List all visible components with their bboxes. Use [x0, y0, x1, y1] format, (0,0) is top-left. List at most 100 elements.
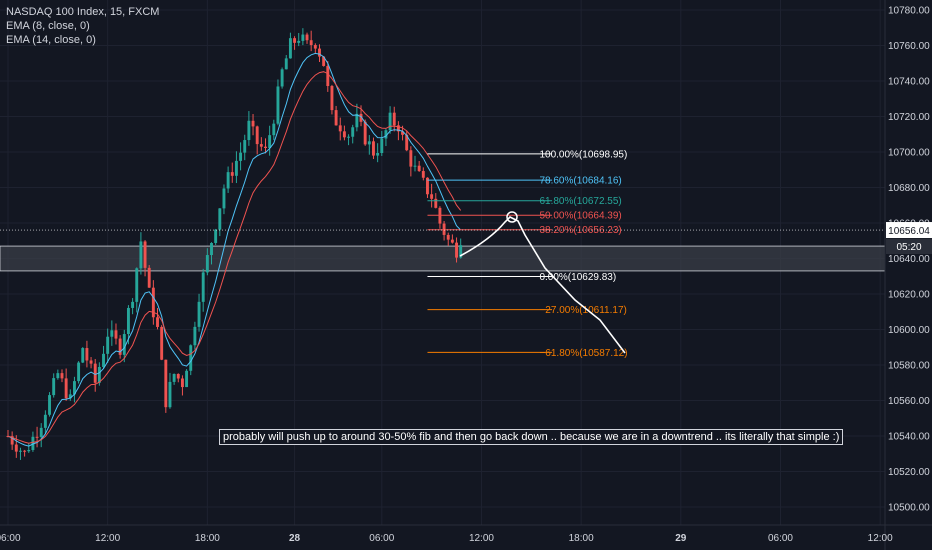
fib-level-label: 0.00%(10629.83)	[539, 272, 616, 283]
price-tick-label: 10560.00	[888, 396, 930, 407]
candle-body	[214, 229, 218, 243]
candle-body	[114, 330, 118, 339]
candle-body	[193, 326, 197, 346]
candle-body	[363, 121, 367, 145]
candle-body	[35, 436, 39, 438]
projected-path-line	[459, 216, 626, 354]
candle-body	[122, 334, 126, 355]
countdown-value: 05:20	[896, 242, 921, 253]
candle-body	[264, 146, 267, 148]
target-circle	[506, 211, 518, 223]
candle-body	[222, 188, 226, 209]
annotation-note[interactable]: probably will push up to around 30-50% f…	[219, 429, 844, 445]
candle-body	[401, 131, 405, 135]
fib-level-label: 78.60%(10684.16)	[539, 176, 621, 187]
candle-body	[372, 141, 375, 156]
ema8-label: EMA (8, close, 0)	[6, 20, 90, 32]
candle-body	[89, 360, 93, 364]
candle-body	[189, 345, 193, 371]
candle-body	[251, 120, 255, 127]
time-tick-label: 29	[675, 533, 687, 544]
candle-body	[151, 287, 155, 318]
time-axis[interactable]: 06:00 12:00 18:00 28 06:00 12:00 18:00 29 06:00 1…	[0, 524, 932, 544]
candle-body	[347, 136, 351, 138]
zone-rect	[0, 245, 886, 272]
candle-body	[384, 130, 388, 139]
candle-body	[160, 326, 164, 360]
candle-body	[135, 268, 139, 302]
ema14-label: EMA (14, close, 0)	[6, 34, 96, 46]
candle-body	[351, 127, 355, 137]
candle-body	[180, 378, 184, 388]
candle-body	[52, 378, 56, 396]
candle-body	[438, 207, 442, 224]
symbol-title: NASDAQ 100 Index, 15, FXCM	[6, 6, 160, 18]
fib-level-label: 38.20%(10656.23)	[539, 225, 621, 236]
candle-body	[85, 348, 89, 361]
candle-body	[355, 113, 359, 128]
time-tick-label: 28	[289, 533, 301, 544]
candle-body	[205, 255, 209, 273]
candle-body	[230, 172, 234, 176]
candle-body	[31, 436, 35, 450]
candle-body	[330, 86, 334, 111]
candle-body	[197, 301, 201, 327]
fib-level-label: 61.80%(10672.55)	[539, 196, 621, 207]
price-tick-label: 10720.00	[888, 112, 930, 123]
candle-body	[234, 160, 238, 176]
candle-body	[143, 241, 147, 268]
candle-body	[446, 234, 450, 240]
price-tick-label: 10680.00	[888, 183, 930, 194]
candle-body	[81, 348, 85, 363]
time-tick-label: 18:00	[195, 533, 220, 544]
candle-body	[338, 125, 342, 132]
price-tick-label: 10780.00	[888, 6, 930, 17]
price-tick-label: 10580.00	[888, 361, 930, 372]
candle-body	[334, 110, 338, 126]
countdown-badge-box	[886, 239, 932, 255]
price-tick-label: 10740.00	[888, 77, 930, 88]
candle-body	[97, 366, 101, 383]
candle-body	[284, 58, 288, 70]
time-tick-label: 12:00	[469, 533, 494, 544]
fib-level-label: 50.00%(10664.39)	[539, 211, 621, 222]
candlestick-series	[6, 28, 463, 460]
candle-body	[77, 362, 81, 382]
fibonacci-retracement[interactable]: 100.00%(10698.95) 78.60%(10684.16) 61.80%(…	[427, 149, 628, 359]
candle-body	[388, 112, 392, 131]
candle-body	[43, 414, 47, 428]
candle-body	[172, 373, 176, 382]
candle-body	[131, 301, 135, 308]
projection-drawing[interactable]	[459, 211, 626, 354]
price-badge-box	[886, 222, 932, 239]
candle-body	[459, 245, 463, 258]
candle-body	[455, 242, 458, 258]
candle-body	[434, 198, 438, 208]
ema14-line	[7, 71, 462, 444]
candle-body	[392, 112, 396, 126]
candle-body	[226, 172, 230, 189]
candle-body	[380, 138, 384, 154]
price-axis[interactable]: 10500.00 10520.00 10540.00 10560.00 10580.00…	[884, 0, 930, 550]
candle-body	[421, 171, 425, 178]
support-zone	[0, 245, 886, 272]
candle-body	[176, 373, 180, 379]
candle-body	[430, 194, 434, 199]
candle-body	[139, 241, 143, 269]
price-tick-label: 10600.00	[888, 325, 930, 336]
candle-body	[48, 395, 51, 415]
candle-body	[409, 150, 413, 167]
candle-body	[367, 141, 371, 145]
candle-body	[322, 56, 326, 66]
time-tick-label: 06:00	[369, 533, 394, 544]
candle-body	[118, 338, 122, 355]
candle-body	[68, 394, 72, 399]
candle-body	[218, 208, 222, 230]
candle-body	[309, 40, 313, 46]
candle-body	[305, 34, 309, 41]
time-tick-label: 18:00	[569, 533, 594, 544]
candle-body	[313, 45, 317, 49]
chart-legend: NASDAQ 100 Index, 15, FXCM EMA (8, close…	[6, 5, 159, 47]
candle-body	[272, 123, 276, 136]
